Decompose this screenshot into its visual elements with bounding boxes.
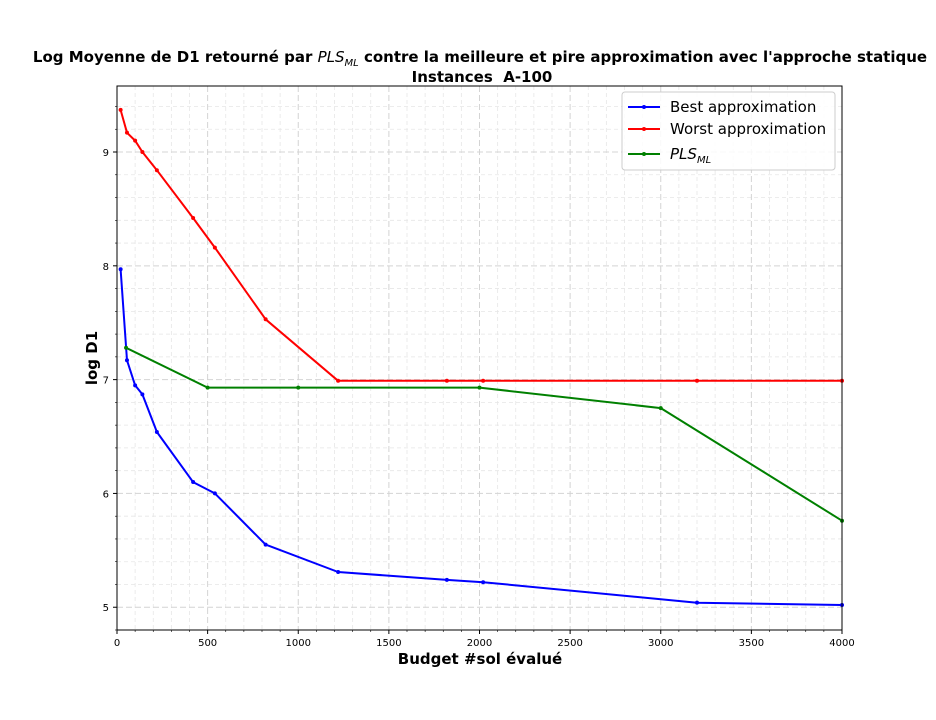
data-point-worst (263, 317, 268, 322)
data-point-best (118, 267, 123, 272)
x-tick-label: 1000 (286, 638, 311, 649)
series-line-pls (125, 346, 843, 522)
y-tick-label: 5 (103, 603, 109, 614)
legend-marker-worst (642, 127, 646, 131)
grid-layer (116, 86, 843, 631)
legend-label-best: Best approximation (670, 98, 816, 116)
data-point-pls (124, 345, 129, 350)
x-tick-label: 500 (198, 638, 217, 649)
data-point-best (154, 429, 159, 434)
plot-area: 0 500 1000 1500 2000 2500 3000 3500 4000 5 6 7 8 9 (103, 85, 855, 649)
data-point-best (481, 580, 486, 585)
x-tick-label: 0 (114, 638, 120, 649)
series-layer (118, 107, 844, 607)
data-point-worst (154, 168, 159, 173)
series-worst (118, 107, 844, 383)
data-point-pls (477, 385, 482, 390)
data-point-worst (212, 245, 217, 250)
y-axis-label: log D1 (83, 331, 101, 385)
y-tick-label: 8 (103, 262, 109, 273)
x-tick-label: 3000 (648, 638, 673, 649)
title-prefix: Log Moyenne de D1 retourné par (33, 48, 318, 66)
data-point-best (444, 577, 449, 582)
title-math-main: PLS (318, 48, 345, 66)
x-tick-label: 2500 (557, 638, 582, 649)
data-point-best (140, 392, 145, 397)
data-point-best (124, 358, 129, 363)
y-tick-label: 9 (103, 148, 109, 159)
legend-label-worst: Worst approximation (670, 120, 826, 138)
legend-label-pls: PLSML (670, 145, 711, 166)
legend-marker-pls (642, 152, 646, 156)
data-point-pls (658, 406, 663, 411)
data-point-pls (205, 385, 210, 390)
legend: Best approximation Worst approximation P… (621, 91, 836, 171)
x-tick-label: 1500 (376, 638, 401, 649)
legend-box (621, 91, 836, 171)
data-point-worst (444, 378, 449, 383)
series-best (118, 267, 844, 607)
legend-marker-best (642, 105, 646, 109)
x-tick-label: 2000 (467, 638, 492, 649)
legend-label-pls-main: PLS (670, 145, 697, 163)
y-tick-label: 7 (103, 376, 109, 387)
x-axis-label: Budget #sol évalué (398, 650, 562, 668)
data-point-best (133, 383, 138, 388)
data-point-worst (336, 378, 341, 383)
data-point-best (191, 480, 196, 485)
data-point-worst (140, 150, 145, 155)
data-point-best (695, 600, 699, 605)
data-point-worst (133, 138, 138, 143)
x-tick-label: 3500 (739, 638, 764, 649)
chart-title-line1: Log Moyenne de D1 retourné par PLSML con… (33, 48, 927, 69)
legend-label-pls-sub: ML (697, 155, 711, 166)
data-point-worst (118, 107, 123, 112)
data-point-worst (191, 216, 196, 221)
data-point-pls (296, 385, 301, 390)
chart-title-line2: Instances A-100 (412, 68, 553, 86)
tick-layer: 0 500 1000 1500 2000 2500 3000 3500 4000 5 6 7 8 9 (103, 106, 855, 649)
data-point-best (263, 542, 268, 547)
data-point-worst (124, 130, 129, 135)
data-point-best (336, 569, 341, 574)
title-math-sub: ML (345, 58, 359, 69)
data-point-worst (695, 378, 699, 383)
title-suffix: contre la meilleure et pire approximatio… (359, 48, 927, 66)
y-tick-label: 6 (103, 489, 109, 500)
x-tick-label: 4000 (829, 638, 854, 649)
data-point-best (212, 491, 217, 496)
data-point-worst (481, 378, 486, 383)
